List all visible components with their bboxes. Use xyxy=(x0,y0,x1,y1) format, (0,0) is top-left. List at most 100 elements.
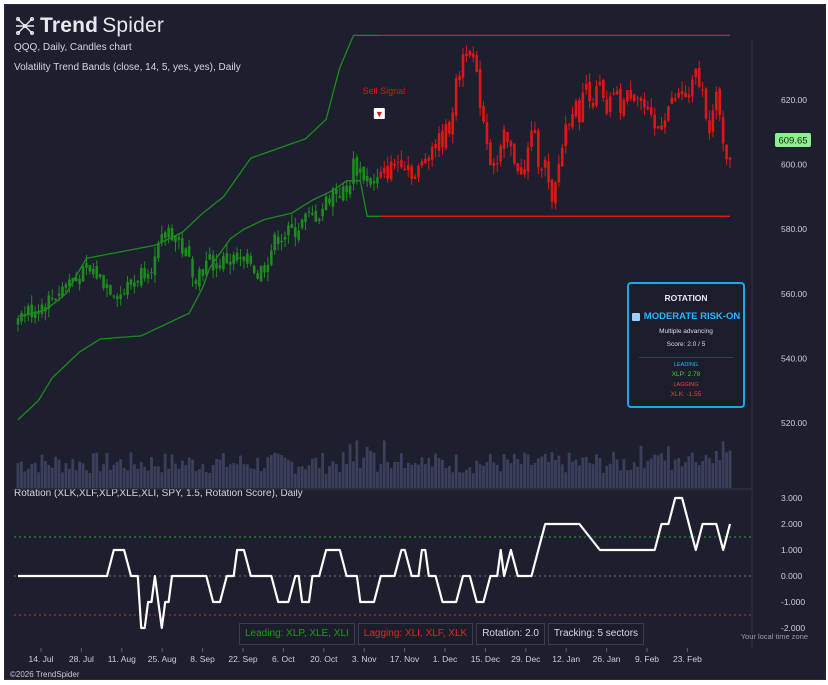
volume-bar xyxy=(516,459,520,488)
candle-body xyxy=(478,69,482,108)
candle-body xyxy=(516,163,520,172)
volume-bar xyxy=(530,464,533,488)
volume-bar xyxy=(228,464,232,488)
x-tick-label: 29. Dec xyxy=(511,654,541,664)
rotation-score-line xyxy=(18,496,732,630)
candle-body xyxy=(382,167,386,174)
volume-bar xyxy=(389,467,393,488)
candle-body xyxy=(359,168,362,173)
volume-bar xyxy=(581,457,585,488)
candle-body xyxy=(639,97,643,102)
candle-body xyxy=(451,112,455,135)
volume-bar xyxy=(660,453,663,488)
candle-body xyxy=(98,274,102,277)
volume-bar xyxy=(393,462,396,488)
candle-body xyxy=(636,97,639,99)
volume-bar xyxy=(386,461,390,488)
candle-body xyxy=(721,117,725,144)
candle-body xyxy=(177,236,181,240)
candle-body xyxy=(417,165,420,177)
candle-body xyxy=(591,102,595,107)
candle-body xyxy=(273,234,277,251)
candle-body xyxy=(92,268,95,275)
volume-bar xyxy=(64,463,68,488)
candle-body xyxy=(133,282,136,287)
lagging-label: LAGGING xyxy=(673,382,699,388)
candle-body xyxy=(119,294,122,299)
volume-bar xyxy=(139,461,143,488)
candle-body xyxy=(629,89,633,99)
candle-body xyxy=(198,269,201,287)
candle-body xyxy=(718,88,722,115)
candle-body xyxy=(663,120,667,128)
x-tick-label: 8. Sep xyxy=(190,654,215,664)
brand-light: Spider xyxy=(102,14,165,37)
volume-bar xyxy=(372,452,376,488)
candle-body xyxy=(270,250,273,265)
volume-bar xyxy=(23,471,27,488)
volume-bar xyxy=(608,463,612,488)
volume-bar xyxy=(74,470,78,488)
volume-bar xyxy=(690,452,694,488)
volume-bar xyxy=(109,469,112,488)
rotation-score: Score: 2.0 / 5 xyxy=(666,341,706,348)
candle-body xyxy=(454,78,458,116)
candle-body xyxy=(574,101,578,117)
candle-body xyxy=(139,267,143,286)
volume-bar xyxy=(591,464,595,488)
candle-body xyxy=(537,130,540,168)
volume-bar xyxy=(85,470,88,488)
rotation-mode-text: MODERATE RISK-ON xyxy=(643,311,741,322)
candle-body xyxy=(283,236,287,240)
volume-bar xyxy=(680,466,684,488)
volume-bar xyxy=(629,469,633,488)
volume-bar xyxy=(536,458,540,488)
candle-body xyxy=(704,88,708,119)
volume-bar xyxy=(276,453,280,488)
legend-tracking: Tracking: 5 sectors xyxy=(547,623,645,645)
candle-body xyxy=(492,162,496,167)
candle-body xyxy=(68,279,71,287)
volume-bar xyxy=(430,466,434,488)
candle-body xyxy=(57,293,61,296)
rotation-tick-label: -1.000 xyxy=(781,597,805,607)
candle-body xyxy=(218,265,222,269)
volume-bar xyxy=(554,460,557,488)
candle-body xyxy=(697,67,701,87)
candle-body xyxy=(560,147,564,167)
candle-body xyxy=(502,129,506,149)
volume-bar xyxy=(557,455,561,488)
volume-bar xyxy=(708,458,711,488)
volume-bar xyxy=(584,456,588,488)
candle-body xyxy=(619,88,622,113)
candle-body xyxy=(232,254,235,264)
candle-body xyxy=(242,256,246,262)
candle-body xyxy=(256,273,259,279)
trendspider-logo: Trend Spider xyxy=(14,14,164,38)
volume-bar xyxy=(194,471,198,488)
volume-bar xyxy=(163,453,167,488)
volume-bar xyxy=(605,465,609,488)
rotation-tick-label: 1.000 xyxy=(781,545,803,555)
volume-bar xyxy=(598,458,602,488)
candle-body xyxy=(16,318,20,325)
candle-body xyxy=(468,51,472,56)
candle-body xyxy=(153,256,157,276)
candle-body xyxy=(444,124,448,149)
volume-bar xyxy=(403,468,407,488)
leading-label: LEADING xyxy=(673,362,699,368)
candle-body xyxy=(331,188,335,207)
volume-bar xyxy=(167,468,171,488)
candle-body xyxy=(50,298,54,300)
volume-bar xyxy=(509,463,513,488)
volume-bar xyxy=(502,454,506,488)
volume-bar xyxy=(204,472,208,488)
volume-bar xyxy=(88,472,92,488)
volume-bar xyxy=(413,462,417,488)
candle-body xyxy=(578,99,581,123)
candle-body xyxy=(321,208,324,217)
volume-bar xyxy=(533,463,537,488)
x-tick-label: 3. Nov xyxy=(352,654,377,664)
candle-body xyxy=(393,163,396,166)
